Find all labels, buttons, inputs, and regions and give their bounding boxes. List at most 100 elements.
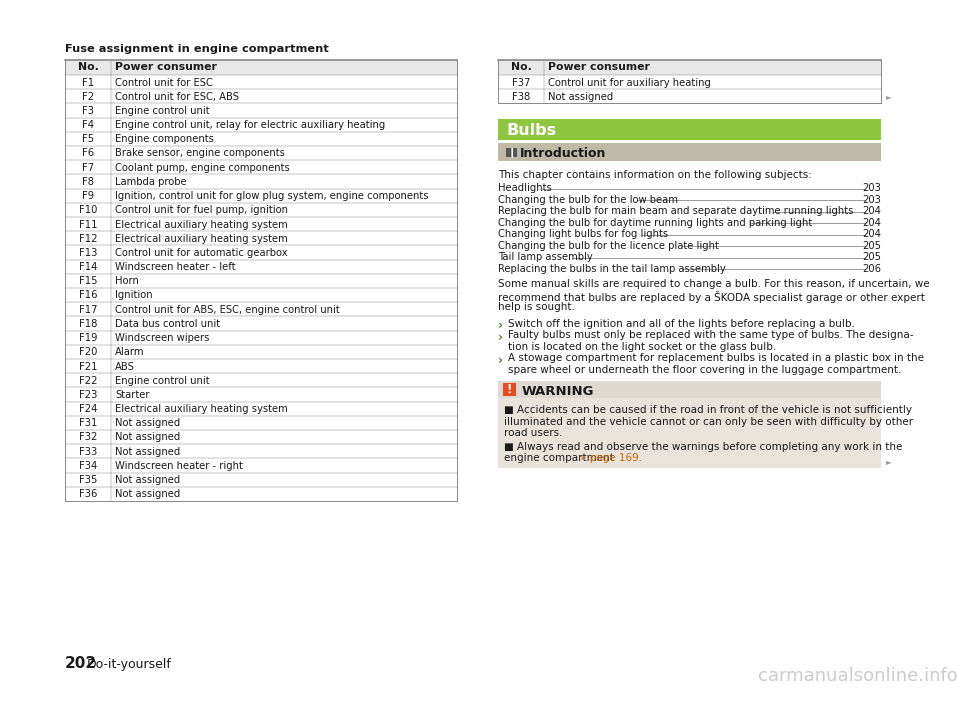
Text: F8: F8 [82,177,94,187]
Text: Control unit for auxiliary heating: Control unit for auxiliary heating [548,78,710,88]
Text: 204: 204 [862,218,881,228]
Bar [65,231,457,245]
Bar [65,132,457,146]
Text: F3: F3 [82,106,94,116]
Bar [65,259,457,274]
Text: ■ Always read and observe the warnings before completing any work in the: ■ Always read and observe the warnings b… [504,442,902,452]
Bar [65,359,457,373]
Text: Not assigned: Not assigned [548,92,613,102]
Text: Brake sensor, engine components: Brake sensor, engine components [115,149,285,158]
Text: F38: F38 [512,92,530,102]
Text: 205: 205 [862,252,881,262]
Text: Changing light bulbs for fog lights: Changing light bulbs for fog lights [498,229,668,240]
Bar [65,345,457,359]
Text: ›: › [498,330,503,343]
Bar [65,217,457,231]
Bar [498,144,881,161]
Text: WARNING: WARNING [522,385,594,398]
Text: Bulbs: Bulbs [507,123,557,138]
Bar [65,189,457,203]
Text: 206: 206 [862,264,881,274]
Text: Engine control unit: Engine control unit [115,376,209,386]
Text: Control unit for fuel pump, ignition: Control unit for fuel pump, ignition [115,205,288,215]
Text: 203: 203 [862,184,881,193]
Text: engine compartment: engine compartment [504,454,617,463]
Text: ABS: ABS [115,362,134,372]
Bar [65,472,457,486]
Text: » page 169.: » page 169. [580,454,642,463]
Text: 205: 205 [862,241,881,251]
Text: Not assigned: Not assigned [115,475,180,485]
Text: help is sought.: help is sought. [498,302,575,313]
Text: F6: F6 [82,149,94,158]
Text: 202: 202 [65,656,97,671]
Text: F19: F19 [79,333,97,343]
Bar [65,388,457,402]
Text: F31: F31 [79,418,97,428]
Bar [65,75,457,89]
Text: Windscreen wipers: Windscreen wipers [115,333,209,343]
Bar [65,402,457,416]
Text: tion is located on the light socket or the glass bulb.: tion is located on the light socket or t… [508,342,777,352]
Bar [498,381,881,468]
Text: Engine components: Engine components [115,135,214,144]
Text: Replacing the bulbs in the tail lamp assembly: Replacing the bulbs in the tail lamp ass… [498,264,726,274]
Text: F37: F37 [512,78,530,88]
Bar [65,486,457,501]
Text: Engine control unit, relay for electric auxiliary heating: Engine control unit, relay for electric … [115,120,385,130]
Text: 203: 203 [862,195,881,205]
Text: F14: F14 [79,262,97,272]
Text: F11: F11 [79,219,97,229]
Bar [65,302,457,316]
Text: Control unit for automatic gearbox: Control unit for automatic gearbox [115,248,288,258]
Text: illuminated and the vehicle cannot or can only be seen with difficulty by other: illuminated and the vehicle cannot or ca… [504,417,913,427]
Text: Headlights: Headlights [498,184,552,193]
Text: F13: F13 [79,248,97,258]
Bar [65,203,457,217]
Text: Electrical auxiliary heating system: Electrical auxiliary heating system [115,404,288,414]
Bar [512,149,517,158]
Text: F1: F1 [82,78,94,88]
Bar [65,288,457,302]
Text: F15: F15 [79,276,97,286]
Text: ►: ► [886,457,892,466]
Text: Some manual skills are required to change a bulb. For this reason, if uncertain,: Some manual skills are required to chang… [498,280,929,290]
Bar [65,175,457,189]
Bar [498,89,881,104]
Text: Windscreen heater - left: Windscreen heater - left [115,262,235,272]
Text: F18: F18 [79,319,97,329]
Text: Tail lamp assembly: Tail lamp assembly [498,252,592,262]
Text: F32: F32 [79,433,97,442]
Bar [65,89,457,104]
Text: F22: F22 [79,376,97,386]
Text: F33: F33 [79,447,97,456]
Text: F7: F7 [82,163,94,172]
Text: Electrical auxiliary heating system: Electrical auxiliary heating system [115,233,288,244]
Text: F20: F20 [79,347,97,358]
Bar [65,104,457,118]
Bar [65,118,457,132]
Text: !: ! [507,383,513,396]
Bar [498,75,881,89]
Text: Changing the bulb for the low beam: Changing the bulb for the low beam [498,195,678,205]
Text: spare wheel or underneath the floor covering in the luggage compartment.: spare wheel or underneath the floor cove… [508,365,901,375]
Text: F2: F2 [82,92,94,102]
Text: Power consumer: Power consumer [548,62,650,72]
Text: Control unit for ABS, ESC, engine control unit: Control unit for ABS, ESC, engine contro… [115,305,340,315]
Text: ›: › [498,319,503,332]
Text: 204: 204 [862,206,881,217]
Bar [65,245,457,259]
Bar [65,331,457,345]
Text: This chapter contains information on the following subjects:: This chapter contains information on the… [498,170,812,180]
Text: F16: F16 [79,290,97,301]
Text: F36: F36 [79,489,97,499]
Text: Not assigned: Not assigned [115,489,180,499]
Text: Control unit for ESC, ABS: Control unit for ESC, ABS [115,92,239,102]
Text: Faulty bulbs must only be replaced with the same type of bulbs. The designa-: Faulty bulbs must only be replaced with … [508,330,914,341]
Text: Lambda probe: Lambda probe [115,177,186,187]
Text: Starter: Starter [115,390,150,400]
Text: F5: F5 [82,135,94,144]
Bar [65,430,457,444]
Text: F34: F34 [79,461,97,471]
Text: ►: ► [886,92,892,101]
